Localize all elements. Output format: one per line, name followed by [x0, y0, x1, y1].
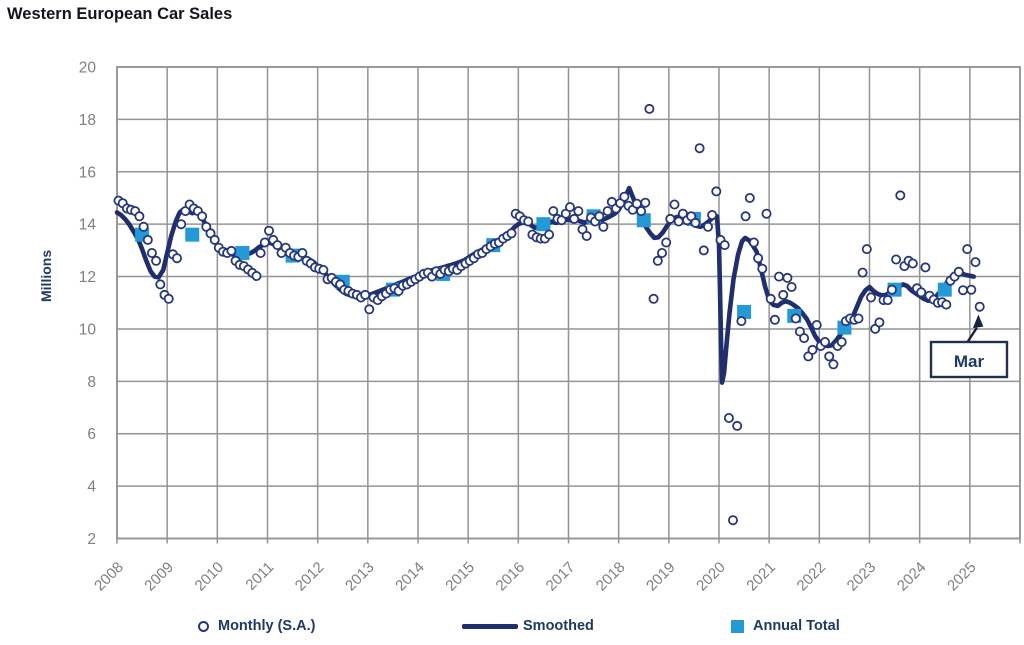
svg-text:20: 20	[79, 60, 97, 77]
monthly-circle-marker-icon	[198, 620, 209, 632]
svg-text:2022: 2022	[794, 559, 830, 595]
svg-text:2010: 2010	[192, 559, 228, 595]
page-title: Western European Car Sales	[7, 5, 233, 23]
svg-text:18: 18	[79, 112, 96, 129]
annotation-box	[929, 340, 1009, 379]
smoothed-line-marker-icon	[462, 623, 518, 629]
annotation-arrow-icon	[966, 327, 978, 343]
svg-text:2025: 2025	[944, 559, 980, 595]
grid-lines	[116, 66, 1021, 544]
legend-item-annual: Annual Total	[731, 613, 840, 639]
svg-text:2009: 2009	[141, 559, 177, 595]
legend-annual-label: Annual Total	[753, 618, 840, 634]
svg-text:2012: 2012	[292, 559, 328, 595]
legend-item-monthly: Monthly (S.A.)	[198, 613, 315, 639]
svg-text:2016: 2016	[493, 559, 529, 595]
legend-item-smoothed: Smoothed	[462, 613, 594, 639]
svg-text:2021: 2021	[743, 559, 779, 595]
svg-text:2008: 2008	[91, 559, 127, 595]
svg-text:8: 8	[87, 374, 96, 391]
svg-text:2018: 2018	[593, 559, 629, 595]
svg-text:16: 16	[79, 164, 96, 181]
svg-text:2020: 2020	[693, 559, 729, 595]
svg-text:2023: 2023	[844, 559, 880, 595]
legend: Monthly (S.A.) Smoothed Annual Total	[0, 611, 1024, 641]
svg-text:2013: 2013	[342, 559, 378, 595]
svg-text:2017: 2017	[543, 559, 579, 595]
svg-text:2014: 2014	[392, 559, 428, 595]
svg-text:10: 10	[79, 321, 97, 338]
svg-text:12: 12	[79, 269, 96, 286]
svg-text:6: 6	[87, 426, 96, 443]
legend-monthly-label: Monthly (S.A.)	[218, 618, 316, 634]
svg-text:14: 14	[79, 217, 97, 234]
y-tick-labels: 20 18 16 14 12 10 8 6 4 2	[79, 60, 97, 549]
x-tick-labels: 2008 2009 2010 2011 2012 2013 2014 2015 2016 2017…	[91, 559, 979, 595]
legend-smoothed-label: Smoothed	[523, 618, 594, 634]
annotation-label: Mar	[954, 352, 985, 371]
svg-text:2011: 2011	[242, 559, 277, 594]
svg-text:2024: 2024	[894, 559, 930, 595]
svg-text:2015: 2015	[442, 559, 478, 595]
monthly-points	[113, 103, 985, 526]
plot-border	[116, 66, 1021, 540]
annual-square-marker-icon	[731, 619, 744, 633]
svg-text:2019: 2019	[643, 559, 679, 595]
svg-text:2: 2	[87, 531, 96, 548]
mar-annotation: Mar	[929, 314, 1009, 379]
svg-text:4: 4	[87, 479, 96, 496]
